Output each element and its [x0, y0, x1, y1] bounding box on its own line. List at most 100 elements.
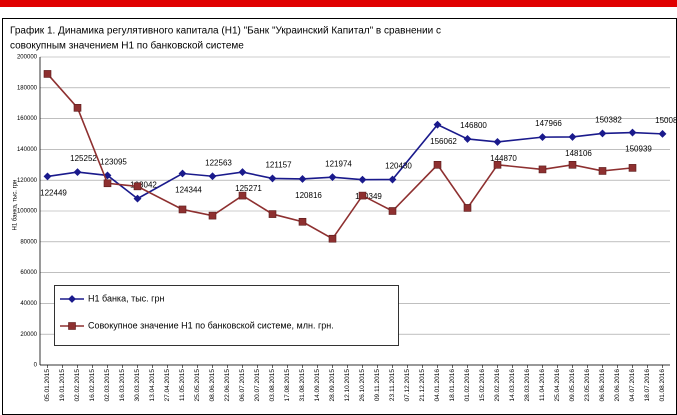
data-label: 144870 [490, 154, 517, 163]
legend-label: Совокупное значение Н1 по банковской сис… [88, 320, 334, 330]
top-bar [0, 0, 677, 7]
x-tick-label: 04.01.2016 [434, 369, 441, 402]
y-tick-label: 0 [34, 363, 38, 369]
x-tick-label: 17.08.2015 [284, 369, 291, 402]
series-line [47, 123, 663, 200]
point [43, 70, 52, 78]
point [628, 128, 637, 137]
x-tick-label: 01.08.2016 [659, 369, 666, 402]
x-tick-label: 18.07.2016 [644, 369, 651, 402]
point [463, 204, 472, 212]
y-tick-label: 20000 [20, 332, 37, 338]
chart-title: совокупным значением Н1 по банковской си… [10, 40, 244, 52]
point [178, 169, 187, 178]
data-label: 108042 [130, 181, 157, 190]
chart-title: График 1. Динамика регулятивного капитал… [10, 25, 441, 37]
x-tick-label: 16.02.2015 [89, 369, 96, 402]
x-tick-label: 18.01.2016 [449, 369, 456, 402]
point [208, 172, 217, 181]
legend-marker [68, 322, 76, 330]
x-tick-label: 25.05.2015 [194, 369, 201, 402]
point [43, 172, 52, 181]
point [538, 133, 547, 142]
x-tick-label: 27.04.2015 [164, 369, 171, 402]
point [538, 165, 547, 174]
point [433, 120, 442, 129]
x-tick-label: 31.08.2015 [299, 369, 306, 402]
point [568, 132, 577, 141]
point [388, 207, 397, 215]
x-tick-label: 01.02.2016 [464, 369, 471, 402]
point [598, 129, 607, 138]
data-label: 124344 [175, 186, 202, 195]
legend-label: Н1 банка, тыс. грн [88, 293, 164, 303]
x-tick-label: 02.02.2015 [74, 369, 81, 402]
data-label: 150939 [625, 145, 652, 154]
data-label: 147966 [535, 119, 562, 128]
point [103, 171, 112, 180]
legend-box [54, 285, 399, 346]
data-label: 125271 [235, 184, 262, 193]
y-tick-label: 160000 [17, 116, 38, 122]
x-tick-label: 06.07.2015 [239, 369, 246, 402]
x-tick-label: 08.06.2015 [209, 369, 216, 402]
point [133, 194, 142, 203]
legend-marker [68, 295, 76, 303]
data-label: 125252 [70, 154, 97, 163]
point [493, 161, 502, 169]
point [628, 164, 637, 172]
point [238, 191, 247, 200]
x-tick-label: 30.03.2015 [134, 369, 141, 402]
x-tick-label: 12.10.2015 [344, 369, 351, 402]
point [493, 137, 502, 146]
point [463, 135, 472, 143]
point [208, 211, 217, 220]
point [568, 161, 577, 169]
point [328, 234, 337, 243]
x-tick-label: 25.04.2016 [554, 369, 561, 402]
x-tick-label: 14.09.2015 [314, 369, 321, 402]
x-tick-label: 15.02.2016 [479, 369, 486, 402]
x-tick-label: 20.06.2016 [614, 369, 621, 402]
data-label: 123095 [100, 158, 127, 167]
data-label: 121974 [325, 159, 352, 168]
x-tick-label: 14.03.2016 [509, 369, 516, 402]
data-label: 146800 [460, 121, 487, 130]
x-tick-label: 04.07.2016 [629, 369, 636, 402]
x-tick-label: 03.08.2015 [269, 369, 276, 402]
x-tick-label: 23.05.2016 [584, 369, 591, 402]
y-tick-label: 200000 [17, 55, 38, 61]
point [598, 167, 607, 175]
point [298, 175, 307, 183]
y-tick-label: 180000 [17, 85, 38, 91]
x-tick-label: 06.06.2016 [599, 369, 606, 402]
x-tick-label: 07.12.2015 [404, 369, 411, 402]
y-tick-label: 80000 [20, 239, 37, 245]
data-label: 121157 [265, 161, 292, 170]
data-label: 150382 [595, 116, 622, 125]
data-label: 156062 [430, 137, 457, 146]
x-tick-label: 22.06.2015 [224, 369, 231, 402]
point [73, 104, 82, 112]
point [73, 168, 82, 177]
point [298, 217, 307, 226]
x-tick-label: 23.11.2015 [389, 369, 396, 401]
point [268, 210, 277, 218]
point [388, 175, 397, 184]
x-tick-label: 09.05.2016 [569, 369, 576, 402]
x-tick-label: 20.07.2015 [254, 369, 261, 402]
x-tick-label: 28.03.2016 [524, 369, 531, 402]
point [268, 174, 277, 183]
point [178, 205, 187, 214]
x-tick-label: 13.04.2015 [149, 369, 156, 402]
point [133, 182, 142, 191]
y-tick-label: 140000 [17, 147, 38, 153]
point [238, 168, 247, 177]
data-label: 120816 [295, 191, 322, 200]
chart-frame [2, 18, 677, 415]
point [358, 191, 367, 200]
x-tick-label: 28.09.2015 [329, 369, 336, 402]
data-label: 150086 [655, 116, 677, 125]
x-tick-label: 02.03.2015 [104, 369, 111, 402]
